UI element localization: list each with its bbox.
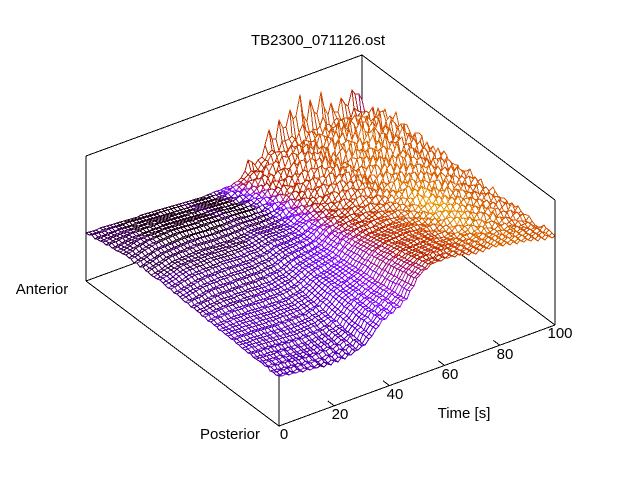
svg-text:0: 0 [280, 426, 288, 443]
svg-text:80: 80 [497, 346, 514, 363]
svg-text:60: 60 [442, 366, 459, 383]
svg-text:20: 20 [332, 406, 349, 423]
svg-text:100: 100 [547, 325, 572, 342]
svg-text:Anterior: Anterior [16, 281, 69, 298]
svg-text:Posterior: Posterior [200, 426, 260, 443]
svg-text:Time [s]: Time [s] [438, 405, 491, 422]
svg-text:40: 40 [387, 386, 404, 403]
svg-text:TB2300_071126.ost: TB2300_071126.ost [251, 32, 386, 49]
